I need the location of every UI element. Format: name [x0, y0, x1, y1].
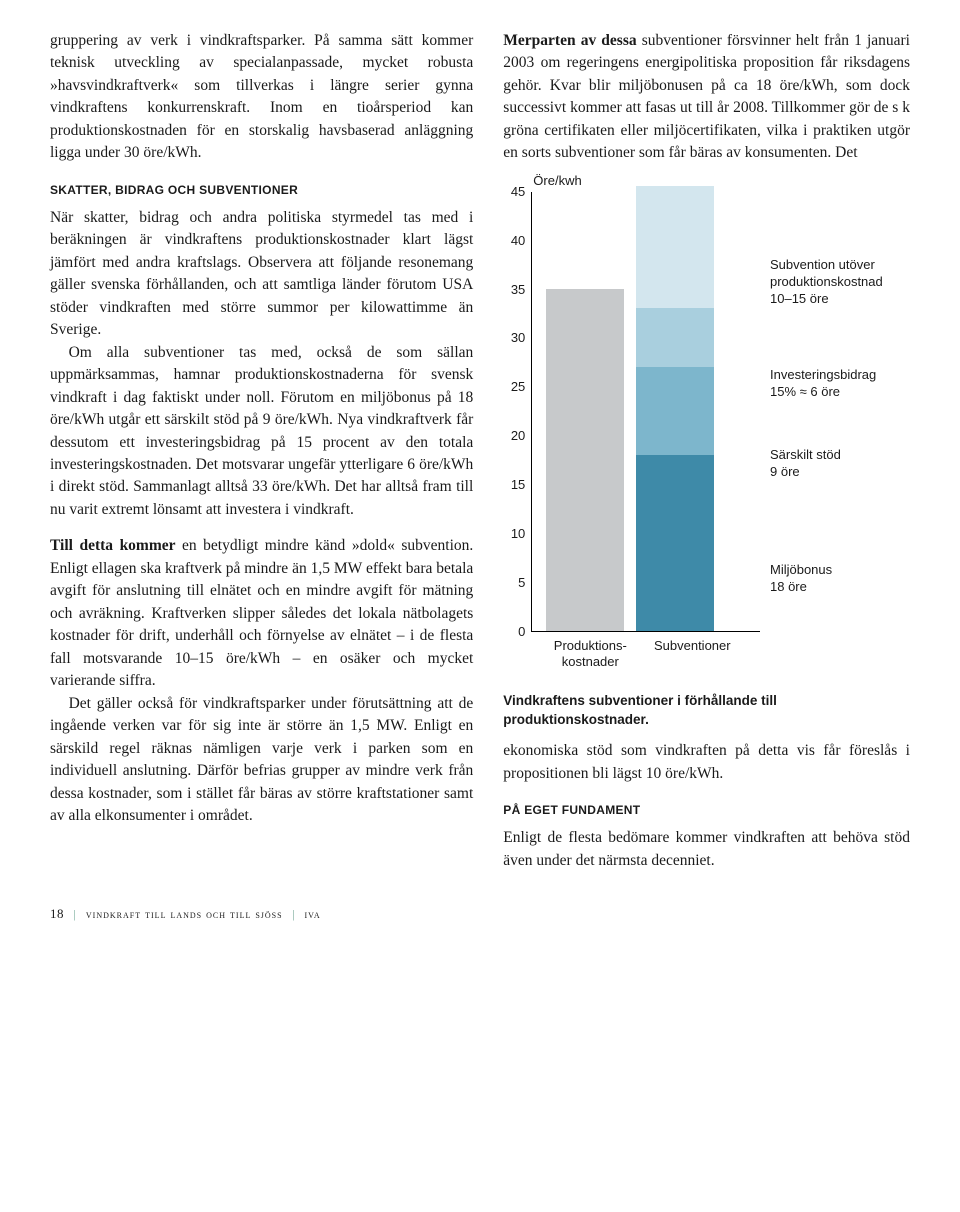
page-footer: 18 | vindkraft till lands och till sjöss…	[50, 906, 910, 922]
bar-segment	[546, 289, 624, 631]
bar-segment	[636, 367, 714, 455]
plot-area	[531, 192, 760, 632]
paragraph: Till detta kommer en betydligt mindre kä…	[50, 535, 473, 692]
bar-segment	[636, 455, 714, 631]
section-heading: PÅ EGET FUNDAMENT	[503, 803, 910, 817]
bar-segment	[636, 186, 714, 308]
x-label: Produktions-kostnader	[545, 638, 635, 671]
bar	[546, 192, 624, 631]
legend-item: Miljöbonus18 öre	[770, 562, 832, 596]
paragraph: gruppering av verk i vindkraftsparker. P…	[50, 30, 473, 165]
chart-legend: Miljöbonus18 öre Särskilt stöd9 öre Invest…	[760, 192, 910, 632]
chart-caption: Vindkraftens subventioner i förhållande …	[503, 692, 910, 730]
paragraph: ekonomiska stöd som vindkraften på detta…	[503, 740, 910, 785]
run-in: Till detta kommer	[50, 537, 176, 554]
paragraph: När skatter, bidrag och andra politiska …	[50, 207, 473, 342]
y-axis: 454035302520151050	[503, 192, 531, 632]
paragraph: Enligt de flesta bedömare kommer vindkra…	[503, 827, 910, 872]
paragraph: Om alla subventioner tas med, också de s…	[50, 342, 473, 522]
legend-item: Särskilt stöd9 öre	[770, 447, 841, 481]
paragraph-text: en betydligt mindre känd »dold« subventi…	[50, 537, 473, 689]
subsidy-chart: Öre/kwh 454035302520151050 Miljöbonus18 …	[503, 173, 910, 671]
legend-item: Subvention utöverproduktionskostnad10–15…	[770, 257, 883, 308]
left-column: gruppering av verk i vindkraftsparker. P…	[50, 30, 473, 872]
x-axis-labels: Produktions-kostnader Subventioner	[531, 638, 910, 671]
footer-title: vindkraft till lands och till sjöss	[86, 907, 283, 921]
paragraph: Merparten av dessa subventioner försvinn…	[503, 30, 910, 165]
x-label: Subventioner	[647, 638, 737, 671]
bar-segment	[636, 308, 714, 367]
paragraph: Det gäller också för vindkraftsparker un…	[50, 693, 473, 828]
page-columns: gruppering av verk i vindkraftsparker. P…	[50, 30, 910, 872]
page-number: 18	[50, 906, 64, 921]
section-heading: SKATTER, BIDRAG OCH SUBVENTIONER	[50, 183, 473, 197]
right-column: Merparten av dessa subventioner försvinn…	[503, 30, 910, 872]
footer-separator: |	[74, 907, 77, 921]
footer-separator: |	[292, 907, 295, 921]
y-axis-label: Öre/kwh	[533, 173, 910, 188]
footer-org: iva	[304, 907, 320, 921]
legend-item: Investeringsbidrag15% ≈ 6 öre	[770, 367, 876, 401]
bar	[636, 192, 714, 631]
chart-area: 454035302520151050 Miljöbonus18 öre Särsk…	[503, 192, 910, 632]
run-in: Merparten av dessa	[503, 32, 636, 49]
paragraph-text: subventioner försvinner helt från 1 janu…	[503, 32, 910, 161]
